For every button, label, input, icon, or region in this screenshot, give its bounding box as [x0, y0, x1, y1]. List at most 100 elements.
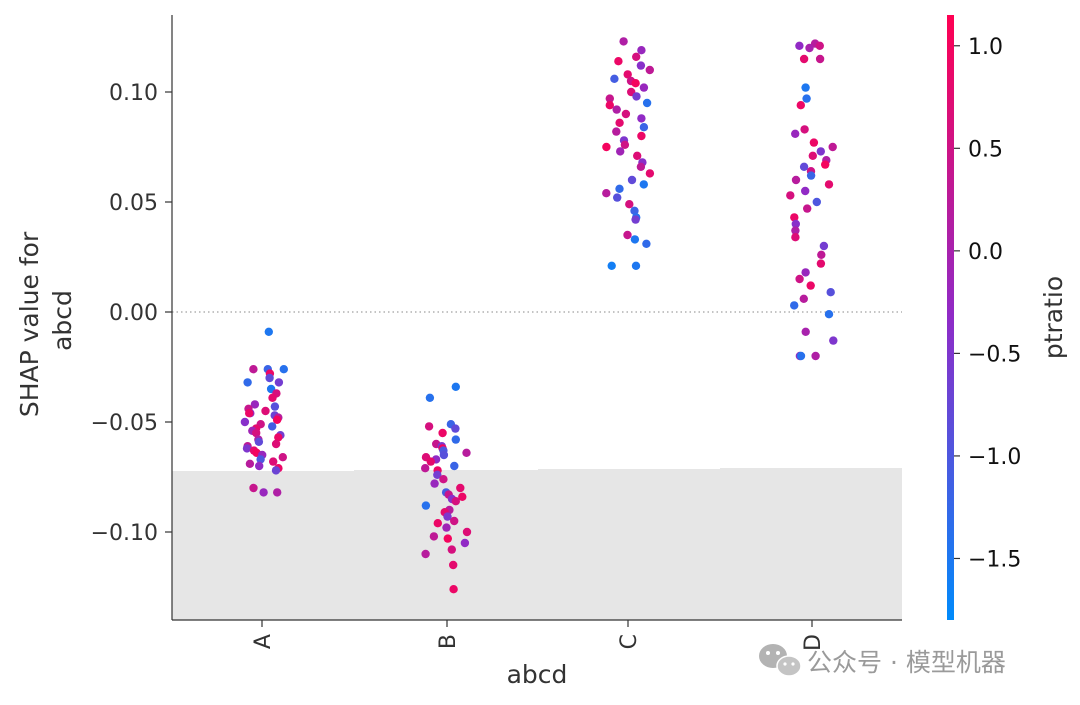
point-b-22	[456, 483, 465, 493]
point-a-3	[279, 365, 288, 374]
point-d-8	[796, 101, 805, 110]
point-a-16	[245, 409, 254, 418]
point-d-2	[815, 41, 824, 50]
y-tick-label-2: 0.00	[109, 301, 158, 326]
point-b-15	[426, 457, 435, 466]
point-c-1	[637, 46, 646, 55]
point-d-30	[819, 241, 829, 251]
point-c-26	[616, 147, 625, 156]
point-d-29	[791, 233, 800, 242]
point-d-16	[821, 160, 830, 169]
background-histogram	[172, 468, 902, 620]
point-d-33	[801, 268, 810, 277]
point-a-0	[264, 327, 273, 336]
y-axis-label-line-1: SHAP value for	[15, 231, 44, 417]
point-c-22	[637, 131, 646, 141]
colorbar	[947, 15, 954, 620]
colorbar-tick-label-5: −1.5	[968, 547, 1021, 572]
point-c-37	[630, 206, 639, 215]
point-c-30	[645, 169, 655, 178]
scatter-points	[240, 37, 838, 594]
point-c-40	[623, 230, 632, 240]
point-c-35	[613, 193, 622, 202]
point-a-19	[272, 415, 282, 424]
point-c-39	[631, 215, 640, 224]
point-d-41	[829, 336, 838, 345]
point-c-4	[636, 61, 646, 70]
point-c-25	[602, 142, 611, 152]
point-b-20	[439, 475, 448, 484]
point-b-0	[451, 382, 460, 391]
point-b-16	[450, 461, 459, 471]
colorbar-tick-label-3: −0.5	[968, 342, 1021, 367]
point-c-2	[632, 52, 641, 61]
point-d-23	[786, 191, 795, 200]
point-c-13	[605, 94, 614, 103]
point-b-4	[451, 424, 460, 433]
point-b-41	[449, 560, 458, 570]
point-d-25	[803, 204, 812, 213]
point-b-28	[421, 501, 431, 510]
watermark-text: 公众号 · 模型机器	[807, 648, 1006, 677]
x-tick-label-a: A	[251, 634, 276, 649]
point-b-32	[450, 516, 459, 526]
point-d-40	[801, 327, 810, 336]
point-b-33	[433, 519, 442, 528]
y-axis-ticks: 0.10 0.05 0.00 −0.05 −0.10	[91, 81, 172, 546]
point-d-9	[800, 125, 809, 134]
colorbar-tick-label-0: 1.0	[968, 35, 1003, 60]
x-tick-label-c: C	[617, 634, 642, 649]
point-c-34	[602, 189, 611, 198]
x-axis-label: abcd	[507, 660, 568, 689]
y-axis-label: SHAP value for abcd	[15, 224, 77, 417]
point-a-12	[270, 402, 280, 411]
watermark: 公众号 · 模型机器	[759, 644, 1006, 677]
point-b-12	[439, 450, 449, 460]
point-c-3	[614, 57, 623, 66]
point-c-19	[615, 118, 624, 128]
point-b-34	[442, 523, 451, 532]
point-a-11	[250, 400, 260, 409]
point-c-0	[619, 37, 628, 46]
point-c-41	[630, 235, 640, 244]
point-d-21	[824, 180, 834, 189]
point-b-6	[451, 435, 460, 444]
point-d-38	[790, 301, 799, 310]
y-tick-label-0: 0.10	[109, 81, 158, 106]
colorbar-gradient	[947, 15, 954, 620]
point-d-13	[816, 147, 825, 156]
point-b-31	[443, 512, 452, 521]
colorbar-tick-label-4: −1.0	[968, 445, 1021, 470]
point-c-7	[610, 74, 619, 84]
point-d-4	[799, 54, 809, 64]
point-a-43	[249, 483, 258, 493]
point-b-11	[462, 448, 471, 457]
point-c-33	[615, 184, 624, 193]
point-b-5	[438, 428, 447, 438]
point-b-37	[443, 534, 452, 543]
point-c-5	[645, 65, 654, 75]
point-a-36	[278, 453, 287, 462]
histogram-area	[172, 468, 902, 620]
point-a-27	[274, 433, 283, 442]
x-axis-ticks: A B C D	[251, 620, 826, 651]
point-d-11	[809, 138, 819, 147]
point-c-44	[607, 261, 616, 270]
point-b-40	[421, 549, 430, 559]
point-c-14	[642, 98, 652, 108]
point-d-3	[805, 43, 814, 53]
point-a-14	[261, 406, 270, 416]
x-tick-label-b: B	[436, 634, 461, 649]
point-c-36	[625, 200, 634, 209]
point-b-39	[447, 545, 456, 554]
point-b-35	[462, 527, 472, 537]
point-d-37	[799, 294, 808, 303]
point-c-17	[621, 109, 631, 119]
point-d-19	[806, 171, 816, 180]
point-d-43	[796, 351, 806, 361]
point-d-14	[808, 151, 817, 160]
y-axis-label-line-2: abcd	[48, 290, 77, 351]
point-d-12	[828, 142, 837, 152]
point-c-6	[623, 70, 632, 79]
